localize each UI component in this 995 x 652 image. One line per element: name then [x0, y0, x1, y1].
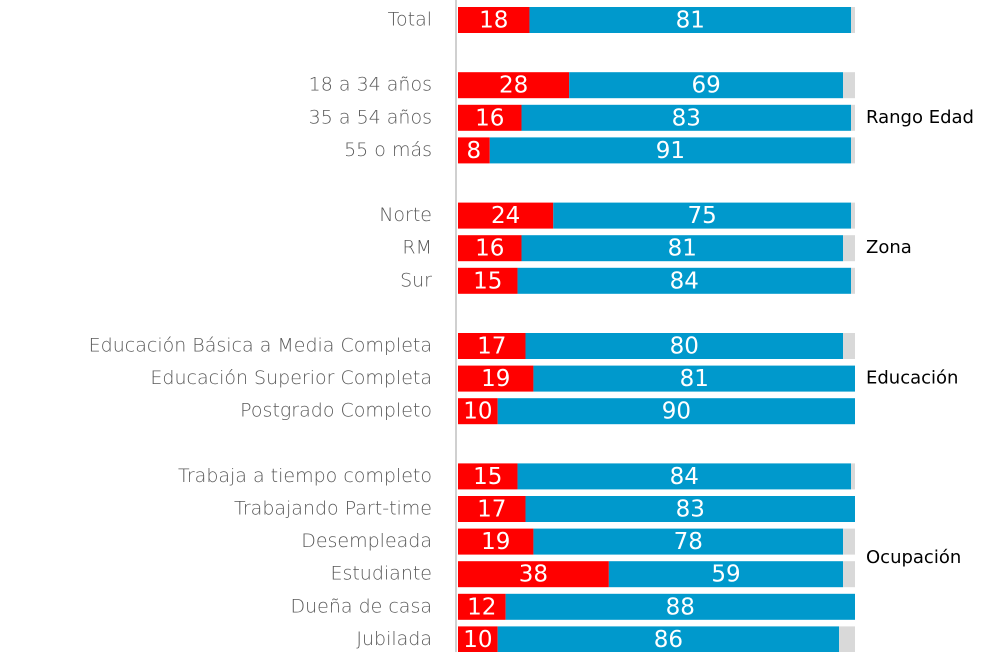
bar-segment — [608, 561, 844, 588]
category-label: Jubilada — [356, 628, 432, 650]
value-label: 16 — [475, 236, 504, 262]
bar-segment — [843, 235, 855, 262]
value-label: 59 — [711, 562, 740, 588]
bar-segment — [517, 463, 852, 490]
category-label: Sur — [400, 269, 432, 291]
bar-segment — [458, 104, 522, 131]
value-label: 10 — [463, 399, 492, 425]
bar-segment — [458, 7, 530, 33]
value-label: 38 — [519, 562, 548, 588]
bar-segment — [458, 496, 526, 522]
value-label: 15 — [473, 268, 502, 294]
category-label: Estudiante — [330, 563, 432, 585]
bar-segment — [458, 365, 534, 392]
value-label: 15 — [473, 464, 502, 490]
value-label: 17 — [477, 334, 506, 360]
value-label: 88 — [666, 594, 695, 620]
bar-segment — [458, 561, 609, 588]
bar-segment — [458, 593, 506, 620]
value-label: 28 — [499, 73, 528, 99]
value-label: 19 — [481, 366, 510, 392]
value-label: 18 — [479, 8, 508, 34]
value-label: 69 — [691, 73, 720, 99]
bar-segment — [851, 267, 855, 294]
category-label: Educación Superior Completa — [150, 367, 432, 389]
category-label: Dueña de casa — [290, 595, 432, 617]
bar-segment — [843, 333, 855, 359]
category-label: 35 a 54 años — [309, 106, 432, 128]
value-label: 83 — [676, 497, 705, 523]
bar-segment — [489, 137, 852, 164]
bar-segment — [843, 528, 855, 555]
bar-segment — [517, 267, 852, 294]
bar-segment — [529, 7, 852, 33]
bar-segment — [533, 528, 844, 555]
bar-segment — [458, 626, 498, 652]
category-label: Desempleada — [301, 530, 432, 552]
bar-segment — [851, 7, 855, 33]
group-label: Ocupación — [866, 547, 961, 568]
bar-segment — [458, 72, 570, 99]
value-label: 80 — [670, 334, 699, 360]
value-label: 75 — [688, 203, 717, 229]
bar-segment — [569, 72, 844, 99]
value-label: 84 — [670, 464, 699, 490]
value-label: 83 — [672, 105, 701, 131]
category-label: Trabaja a tiempo completo — [178, 465, 432, 487]
bar-segment — [839, 626, 855, 652]
bar-segment — [458, 333, 526, 359]
bar-segment — [521, 235, 844, 262]
bar-segment — [843, 72, 855, 99]
bar-segment — [458, 235, 522, 262]
category-label: Postgrado Completo — [240, 400, 432, 422]
bar-segment — [851, 137, 855, 164]
bar-segment — [505, 593, 855, 620]
bar-segment — [458, 137, 490, 164]
category-label: 18 a 34 años — [309, 74, 432, 96]
value-label: 8 — [467, 138, 482, 164]
value-label: 16 — [475, 105, 504, 131]
bar-segment — [458, 267, 518, 294]
value-label: 10 — [463, 627, 492, 652]
group-label: Rango Edad — [866, 107, 974, 128]
bar-segment — [458, 398, 498, 425]
bar-segment — [553, 202, 852, 229]
group-label: Educación — [866, 368, 958, 389]
bar-segment — [851, 202, 855, 229]
bar-segment — [851, 104, 855, 131]
bar-segment — [497, 626, 840, 652]
value-label: 19 — [481, 529, 510, 555]
category-label: Trabajando Part-time — [234, 498, 432, 520]
category-label: RM — [402, 237, 432, 259]
bar-segment — [525, 496, 855, 522]
value-label: 90 — [662, 399, 691, 425]
value-label: 81 — [676, 8, 705, 34]
value-label: 81 — [668, 236, 697, 262]
bar-segment — [525, 333, 844, 359]
bar-segment — [533, 365, 855, 392]
bar-segment — [458, 202, 554, 229]
category-label: Total — [388, 9, 432, 31]
value-label: 24 — [491, 203, 520, 229]
value-label: 84 — [670, 268, 699, 294]
value-label: 12 — [467, 594, 496, 620]
value-label: 17 — [477, 497, 506, 523]
group-label: Zona — [866, 237, 912, 258]
category-label: Educación Básica a Media Completa — [89, 335, 432, 357]
value-label: 91 — [656, 138, 685, 164]
value-label: 86 — [654, 627, 683, 652]
bar-segment — [851, 463, 855, 490]
value-label: 78 — [674, 529, 703, 555]
bar-segment — [521, 104, 852, 131]
bar-segment — [458, 528, 534, 555]
category-label: 55 o más — [344, 139, 432, 161]
value-label: 81 — [680, 366, 709, 392]
bar-segment — [497, 398, 855, 425]
bar-segment — [458, 463, 518, 490]
category-label: Norte — [379, 204, 432, 226]
bar-segment — [843, 561, 855, 588]
